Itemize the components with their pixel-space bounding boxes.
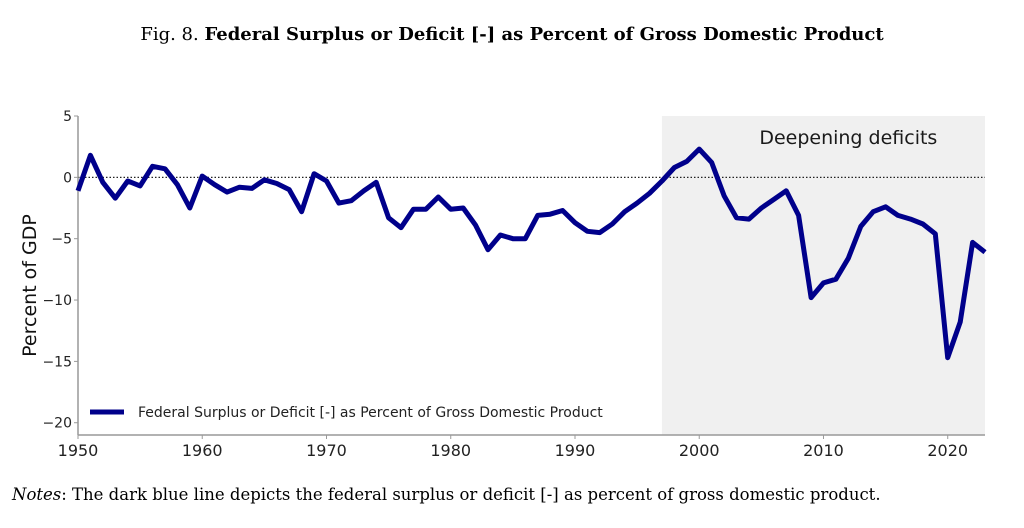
y-axis-ticks: 5 0 −5 −10 −15 −20 xyxy=(42,109,78,432)
figure-number: Fig. 8. xyxy=(140,24,199,45)
x-tick-label: 2000 xyxy=(679,441,720,460)
y-tick-label: −15 xyxy=(42,354,72,370)
y-tick-label: 5 xyxy=(63,109,72,125)
figure-title-text: Federal Surplus or Deficit [-] as Percen… xyxy=(204,24,884,45)
y-tick-label: −20 xyxy=(42,416,72,432)
series-line-federal-surplus-deficit xyxy=(75,146,987,361)
legend-label: Federal Surplus or Deficit [-] as Percen… xyxy=(138,405,603,421)
notes-text: : The dark blue line depicts the federal… xyxy=(61,485,881,504)
figure-title: Fig. 8. Federal Surplus or Deficit [-] a… xyxy=(0,24,1024,45)
x-tick-label: 1950 xyxy=(58,441,99,460)
notes-label: Notes xyxy=(12,485,62,504)
annotation-deepening-deficits: Deepening deficits xyxy=(759,127,937,149)
y-tick-label: −5 xyxy=(51,232,72,248)
legend: Federal Surplus or Deficit [-] as Percen… xyxy=(90,405,603,421)
x-tick-label: 1970 xyxy=(306,441,347,460)
x-tick-label: 1980 xyxy=(430,441,471,460)
figure-notes: Notes: The dark blue line depicts the fe… xyxy=(12,485,1022,504)
x-tick-label: 1960 xyxy=(182,441,223,460)
x-tick-label: 2020 xyxy=(927,441,968,460)
x-axis-ticks: 1950 1960 1970 1980 1990 2000 2010 2020 xyxy=(58,435,968,460)
y-tick-label: 0 xyxy=(63,170,72,186)
x-tick-label: 1990 xyxy=(555,441,596,460)
y-axis-title: Percent of GDP xyxy=(19,214,41,357)
x-tick-label: 2010 xyxy=(803,441,844,460)
y-tick-label: −10 xyxy=(42,293,72,309)
